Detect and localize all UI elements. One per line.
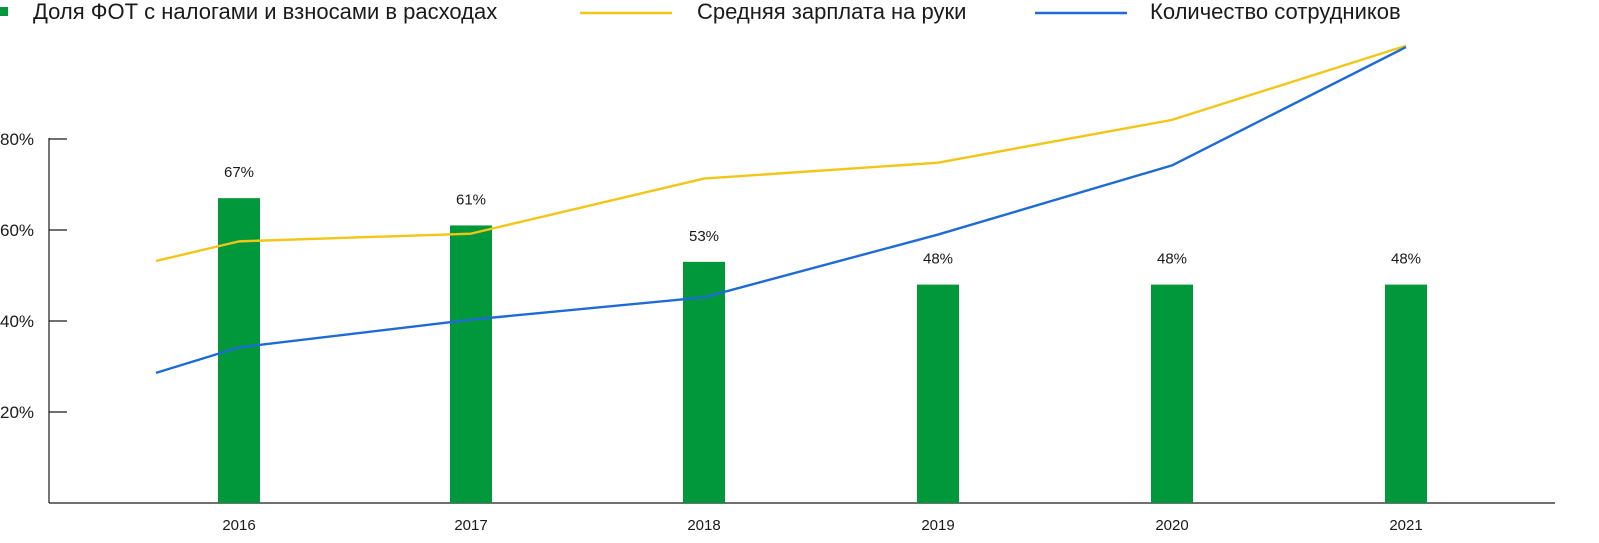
line-series-2 [155,46,1407,375]
y-tick-label: 40% [0,312,34,331]
bar-2019 [917,284,959,503]
x-tick-label: 2018 [687,517,720,534]
y-tick-label: 20% [0,403,34,422]
x-tick-label: 2017 [454,517,487,534]
x-tick-label: 2020 [1155,517,1188,534]
legend: Доля ФОТ с налогами и взносами в расхода… [0,0,1401,24]
bar-value-label: 48% [1391,251,1421,268]
bar-2021 [1385,284,1427,503]
bars [218,198,1427,503]
y-tick-label: 60% [0,221,34,240]
axes: 20% 40% 60% 80% 2016 2017 2018 2019 2020 2021 [0,130,1555,534]
bar-value-label: 53% [689,228,719,245]
labels: 67% 61% 53% 48% 48% 48% [224,164,1421,267]
bar-value-label: 61% [456,191,486,208]
bar-2020 [1151,284,1193,503]
bar-value-label: 48% [923,251,953,268]
x-tick-label: 2021 [1389,517,1422,534]
legend-marker-bar [0,7,8,16]
x-tick-label: 2016 [222,517,255,534]
bar-value-label: 48% [1157,251,1187,268]
x-tick-label: 2019 [921,517,954,534]
line-series-1 [155,44,1407,263]
bar-value-label: 67% [224,164,254,181]
lines [155,44,1407,375]
legend-label-bar: Доля ФОТ с налогами и взносами в расхода… [33,0,497,24]
y-tick-label: 80% [0,130,34,149]
bar-2018 [683,261,725,503]
legend-label-line-2: Количество сотрудников [1150,0,1401,24]
legend-label-line-1: Средняя зарплата на руки [697,0,966,24]
bar-2017 [450,225,492,503]
